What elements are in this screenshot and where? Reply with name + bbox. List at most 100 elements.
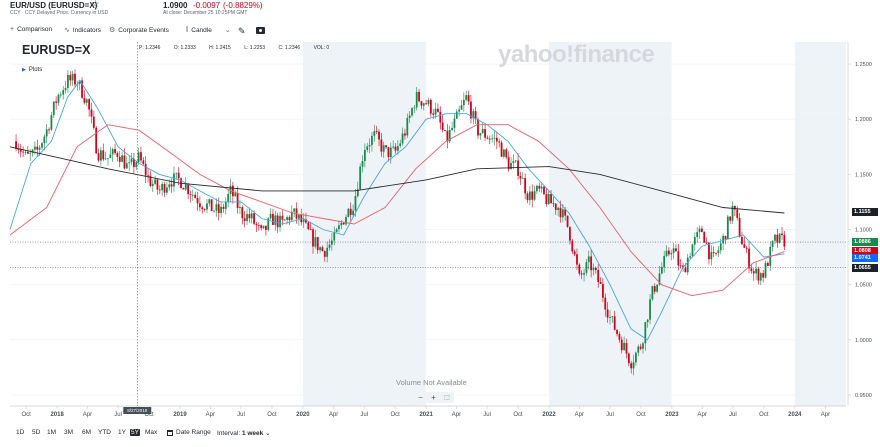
candle-body — [118, 156, 121, 162]
candle-body — [182, 188, 185, 190]
plots-toggle[interactable]: ▶ Plots — [22, 67, 42, 73]
candle — [352, 204, 354, 218]
range-button-3m[interactable]: 3M — [64, 429, 74, 436]
candle-body — [592, 267, 595, 271]
range-button-5y[interactable]: 5Y — [130, 429, 140, 436]
draw-button[interactable]: ✎ — [238, 26, 246, 37]
candle-body — [121, 155, 124, 162]
candle-body — [281, 215, 284, 220]
candle — [288, 215, 291, 225]
range-button-ytd[interactable]: YTD — [98, 429, 111, 436]
candles — [15, 69, 786, 376]
candle — [234, 190, 237, 197]
candle — [255, 221, 258, 233]
candle — [462, 92, 465, 112]
candle — [283, 218, 286, 221]
candle — [486, 135, 489, 140]
candle-body — [752, 271, 755, 274]
star-icon[interactable]: ☆ — [91, 0, 100, 10]
candle-body — [623, 342, 626, 351]
candle — [50, 111, 53, 132]
indicators-button[interactable]: ∿ Indicators — [64, 26, 101, 35]
candle-body — [203, 209, 206, 210]
candle — [118, 151, 121, 168]
candle — [104, 151, 107, 161]
candle-body — [26, 151, 29, 154]
range-button-5d[interactable]: 5D — [32, 429, 41, 436]
candle — [413, 104, 416, 114]
price-chart[interactable]: Oct 2018 Apr Jul Oct 2019 Apr Jul Oct 2020 Apr Jul O… — [0, 40, 880, 427]
candle — [693, 232, 696, 251]
candle — [314, 229, 317, 249]
candle-body — [173, 173, 175, 187]
candle-body — [519, 175, 522, 179]
candle — [281, 210, 284, 226]
range-button-1y[interactable]: 1Y — [118, 429, 126, 436]
candle — [566, 215, 569, 228]
candle — [366, 142, 369, 153]
candle — [109, 147, 112, 159]
x-tick-label: Oct — [391, 412, 401, 418]
candle-body — [677, 251, 680, 266]
candle-body — [613, 316, 616, 330]
candle-body — [48, 129, 50, 131]
candle-body — [297, 215, 300, 219]
candle-body — [462, 99, 465, 106]
zoom-reset-button[interactable]: ⬚ — [444, 395, 450, 401]
candle-body — [564, 209, 567, 216]
corporate-events-button[interactable]: ⚙ Corporate Events — [109, 26, 169, 35]
candle-body — [547, 193, 550, 204]
x-tick-label: 2020 — [296, 412, 310, 418]
candle — [147, 168, 149, 183]
candle-body — [576, 254, 578, 265]
zoom-in-button[interactable]: + — [431, 393, 436, 402]
chart-type-button[interactable]: ⫾ Candle ⌄ — [186, 26, 231, 34]
chevron-down-icon: ⌄ — [224, 27, 231, 34]
candle — [26, 146, 29, 155]
candle — [670, 249, 673, 261]
range-button-6m[interactable]: 6M — [82, 429, 92, 436]
candle — [620, 336, 623, 354]
range-button-max[interactable]: Max — [145, 429, 158, 436]
candle-body — [224, 201, 227, 209]
x-tick-label: 2021 — [419, 412, 433, 418]
candle — [333, 226, 336, 246]
candle-body — [354, 196, 357, 211]
date-range-button[interactable]: Date Range — [167, 429, 211, 436]
candle — [757, 266, 760, 285]
x-tick-label: 2024 — [788, 412, 802, 418]
candle — [385, 144, 387, 150]
candle — [764, 260, 767, 279]
candle-body — [517, 160, 519, 176]
zoom-out-button[interactable]: − — [418, 393, 423, 402]
gear-icon: ⚙ — [109, 27, 116, 34]
candle-body — [342, 222, 345, 225]
candle-body — [594, 267, 597, 271]
candle — [85, 98, 88, 107]
candle — [703, 231, 706, 243]
year-band-1 — [549, 42, 672, 406]
range-button-1d[interactable]: 1D — [16, 429, 25, 436]
candle-body — [371, 135, 373, 145]
camera-icon[interactable] — [256, 27, 265, 34]
ohlc-volume: VOL: 0 — [313, 45, 330, 51]
candle — [606, 302, 609, 323]
candle — [446, 124, 449, 149]
candle-body — [783, 234, 786, 247]
candle-body — [262, 225, 265, 229]
candle — [528, 186, 531, 205]
comparison-button[interactable]: + Comparison — [10, 26, 52, 33]
candle-body — [731, 205, 734, 221]
candle — [305, 212, 307, 224]
candle-body — [686, 257, 689, 273]
range-button-1m[interactable]: 1M — [47, 429, 57, 436]
candle — [592, 263, 595, 276]
candle-body — [335, 229, 338, 232]
candle-body — [116, 152, 119, 157]
interval-select[interactable]: Interval: 1 week ⌄ — [217, 429, 271, 437]
candle — [557, 206, 560, 217]
chart-area[interactable]: Oct 2018 Apr Jul Oct 2019 Apr Jul Oct 2020 Apr Jul O… — [0, 40, 880, 427]
date-range-label: Date Range — [176, 429, 211, 436]
candle-body — [422, 103, 425, 106]
candle — [729, 216, 732, 225]
